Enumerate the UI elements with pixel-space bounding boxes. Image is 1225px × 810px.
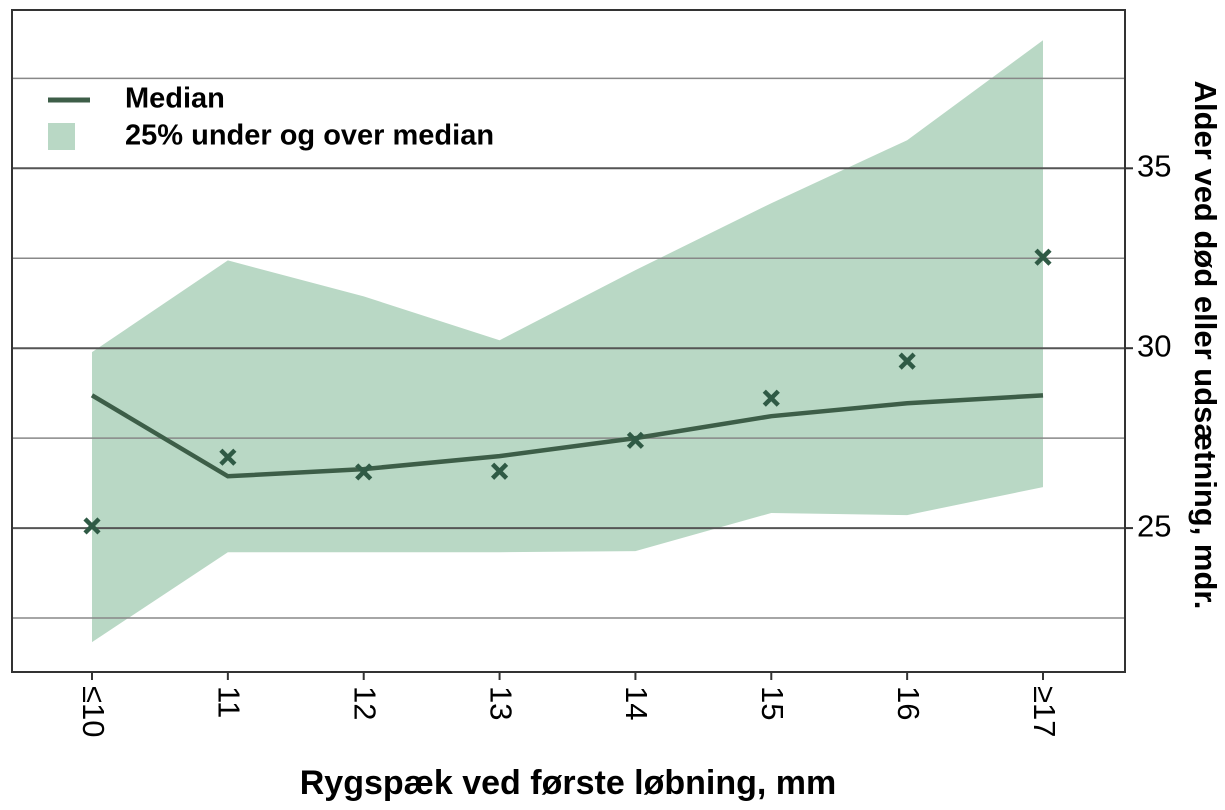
x-marker bbox=[898, 352, 916, 370]
x-marker bbox=[355, 463, 373, 481]
y-tick-label: 25 bbox=[1137, 508, 1171, 543]
y-tick-label: 30 bbox=[1137, 328, 1171, 363]
band bbox=[92, 40, 1043, 643]
legend-label: Median bbox=[125, 83, 225, 115]
x-marker bbox=[83, 517, 101, 535]
x-marker bbox=[490, 462, 509, 480]
y-axis-title: Alder ved død eller udsætning, mdr. bbox=[1188, 81, 1223, 610]
plot-frame bbox=[11, 9, 1126, 673]
y-tick-label: 35 bbox=[1137, 148, 1171, 183]
x-tick-label: 12 bbox=[348, 686, 383, 720]
x-tick-label: ≤10 bbox=[76, 686, 111, 738]
x-marker bbox=[1034, 248, 1052, 266]
x-tick-label: 15 bbox=[755, 686, 790, 720]
legend-swatch bbox=[48, 123, 75, 150]
legend-label: 25% under og over median bbox=[125, 120, 494, 152]
x-marker bbox=[626, 431, 645, 449]
median-line bbox=[90, 393, 1044, 479]
x-tick-label: 14 bbox=[619, 686, 654, 720]
x-marker bbox=[219, 448, 237, 466]
x-tick-label: 16 bbox=[891, 686, 926, 720]
x-tick-label: 13 bbox=[483, 686, 518, 720]
x-tick-label: ≥17 bbox=[1027, 686, 1062, 738]
x-tick-label: 11 bbox=[212, 686, 247, 718]
x-axis-title: Rygspæk ved første løbning, mm bbox=[300, 764, 837, 802]
x-marker bbox=[762, 389, 780, 407]
